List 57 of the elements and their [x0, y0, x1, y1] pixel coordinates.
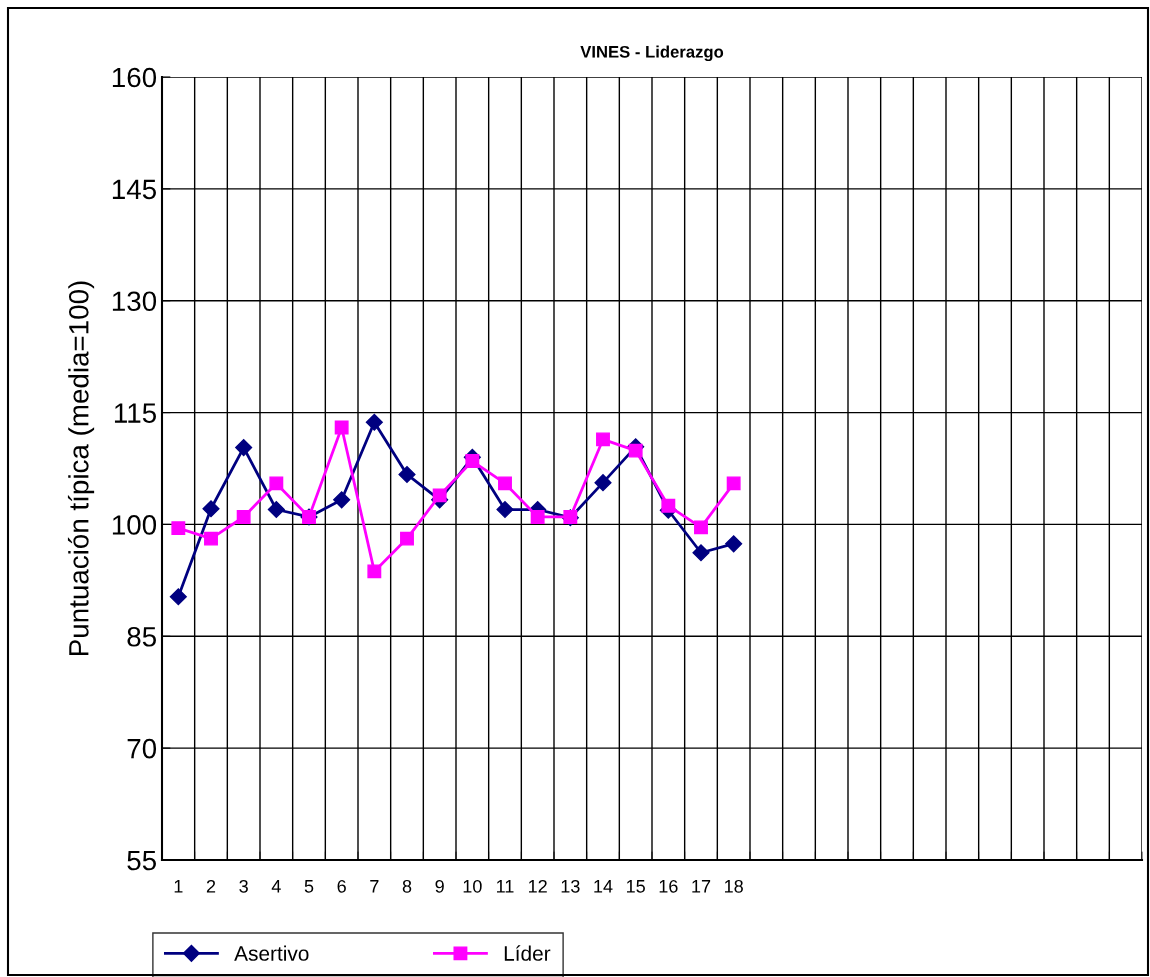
x-tick-label: 6 — [337, 879, 346, 893]
point — [334, 420, 349, 435]
y-tick-label: 85 — [127, 626, 156, 647]
point — [204, 531, 218, 546]
y-tick-label: 130 — [112, 291, 157, 312]
x-tick-label: 14 — [594, 880, 613, 893]
y-tick-label: 55 — [127, 850, 156, 871]
point — [267, 500, 285, 519]
x-tick-label: 18 — [725, 879, 743, 893]
point — [202, 500, 220, 518]
x-tick-label: 3 — [239, 879, 248, 893]
point — [725, 535, 743, 553]
point — [269, 476, 284, 491]
point — [169, 588, 187, 606]
point — [365, 413, 383, 431]
point — [498, 476, 512, 491]
y-tick-label: 160 — [112, 67, 157, 88]
x-tick-label: 4 — [271, 880, 281, 893]
x-tick-label: 8 — [402, 879, 412, 893]
point — [171, 521, 186, 536]
x-tick-label: 17 — [692, 880, 711, 893]
point — [594, 474, 612, 492]
x-tick-label: 13 — [561, 879, 580, 893]
point — [400, 531, 414, 546]
point — [661, 498, 676, 513]
point — [465, 454, 480, 468]
point — [496, 500, 514, 519]
point — [628, 443, 643, 458]
point — [692, 544, 710, 562]
point — [726, 476, 741, 491]
point — [596, 432, 610, 447]
point — [694, 520, 708, 535]
chart-title: VINES - Liderazgo — [580, 45, 724, 62]
x-tick-label: 16 — [659, 879, 678, 893]
point — [530, 510, 545, 524]
point — [333, 491, 351, 509]
y-tick-label: 100 — [112, 515, 157, 535]
point — [367, 564, 382, 579]
y-tick-label: 145 — [112, 179, 156, 200]
x-tick-label: 2 — [206, 879, 216, 893]
x-tick-label: 10 — [463, 879, 482, 893]
y-tick-label: 115 — [114, 403, 156, 423]
x-tick-label: 11 — [497, 880, 514, 893]
point — [398, 465, 416, 484]
y-axis-title: Puntuación típica (media=100) — [67, 281, 95, 655]
point — [235, 439, 253, 457]
x-tick-label: 7 — [370, 880, 379, 893]
legend-label: Asertivo — [234, 945, 309, 961]
x-tick-label: 1 — [174, 880, 183, 893]
x-tick-label: 15 — [627, 880, 645, 893]
point — [432, 488, 447, 503]
x-tick-label: 5 — [304, 880, 314, 893]
point — [236, 510, 251, 524]
x-tick-label: 9 — [435, 879, 444, 893]
x-tick-label: 12 — [529, 879, 547, 893]
legend-label: Líder — [504, 945, 551, 961]
y-tick-label: 70 — [127, 738, 157, 759]
